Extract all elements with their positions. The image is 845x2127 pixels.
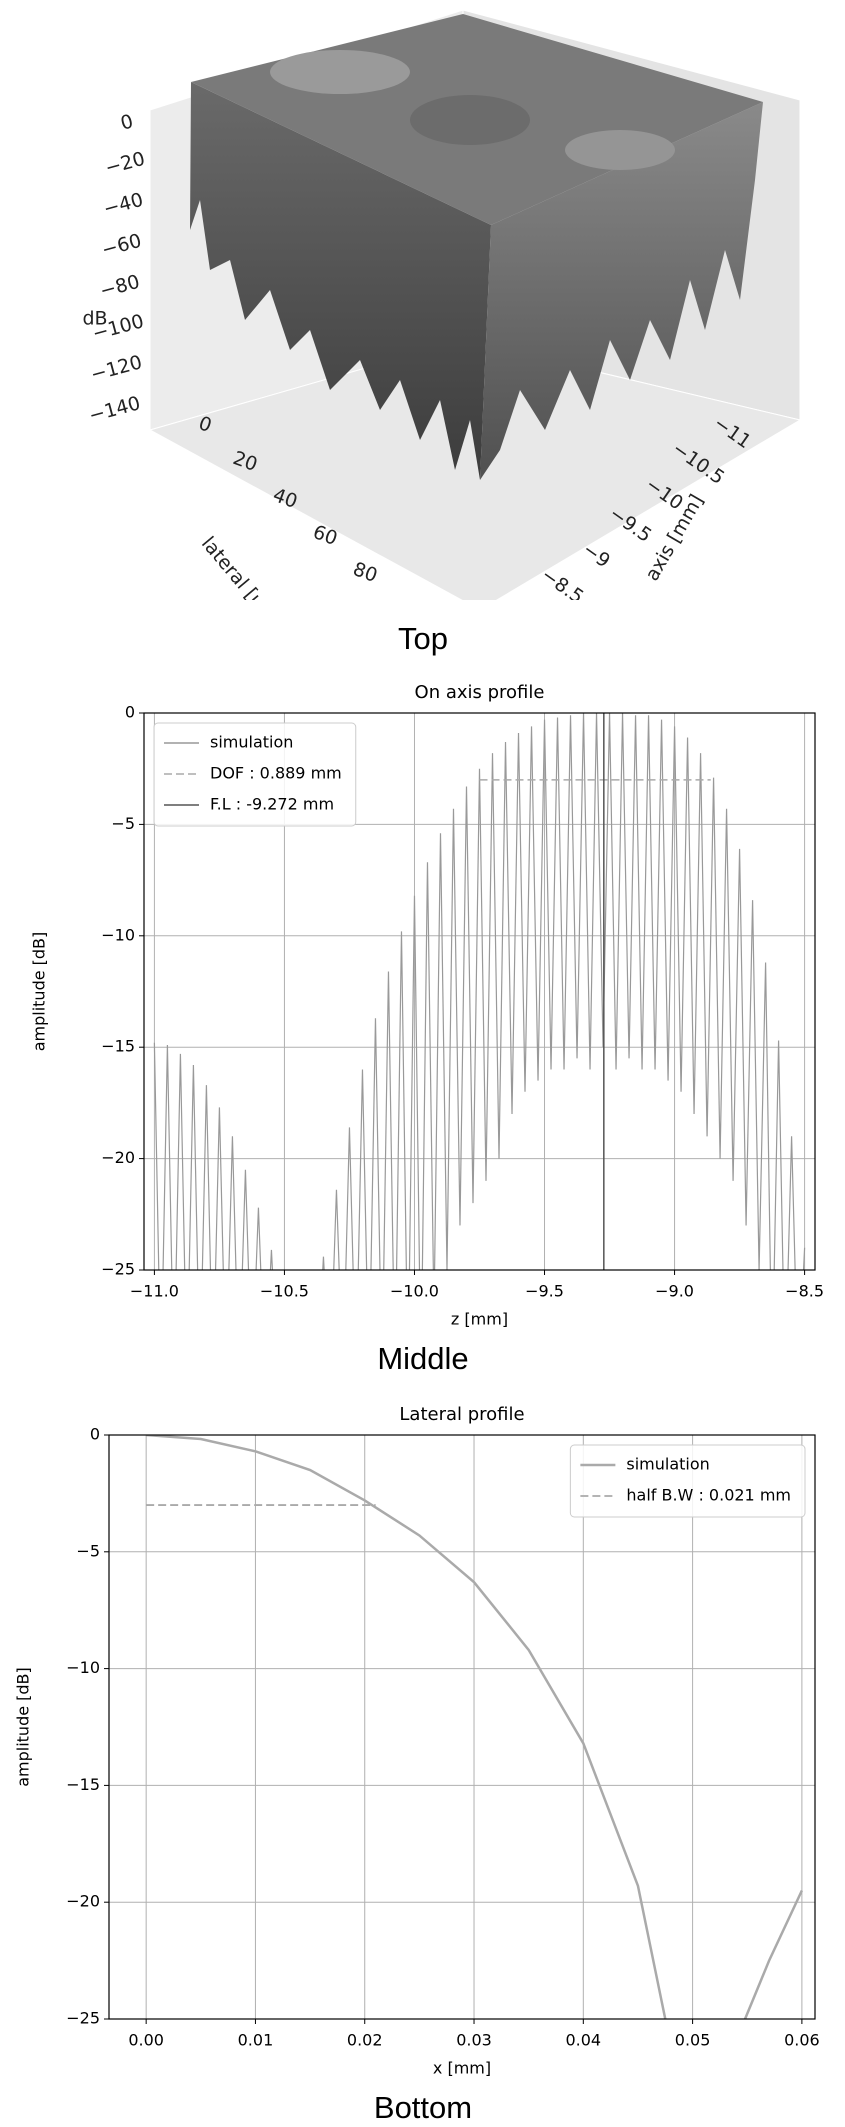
surface-lobe [270, 50, 410, 94]
y-tick-label: −25 [66, 2009, 100, 2028]
legend: simulation DOF : 0.889 mm F.L : -9.272 mm [153, 722, 357, 827]
y-tick-label: −20 [101, 1148, 135, 1167]
legend-box [153, 722, 357, 827]
caption: Top [398, 621, 448, 656]
y-tick-label: −15 [101, 1037, 135, 1056]
surface-lobe [410, 95, 530, 145]
x-tick-label: −9.5 [525, 1282, 564, 1301]
z-tick-label: −120 [88, 351, 144, 386]
y-tick-label: −20 [66, 1892, 100, 1911]
z-tick-label: −40 [101, 189, 145, 221]
surface-panel [148, 9, 802, 600]
x-tick-label: 80 [350, 558, 380, 587]
x-tick-label: 0.04 [565, 2031, 601, 2050]
axes-frame [108, 1434, 816, 2020]
y-tick-label: −10 [66, 1658, 100, 1677]
x-tick-label: −9.0 [655, 1282, 694, 1301]
x-tick-label: 0.06 [784, 2031, 820, 2050]
y-tick-label: 0 [125, 703, 135, 722]
x-tick-label: −10.5 [260, 1282, 309, 1301]
x-tick-label: −8.5 [785, 1282, 824, 1301]
z-tick-label: −20 [103, 148, 147, 180]
series-line [146, 1435, 804, 2019]
y-tick-label: −8.5 [537, 564, 587, 608]
y-tick-label: −15 [66, 1775, 100, 1794]
legend-label: half B.W : 0.021 mm [626, 1486, 791, 1505]
z-tick-label: −80 [98, 271, 142, 303]
x-tick-label: 0.00 [128, 2031, 164, 2050]
series-line [153, 713, 806, 1270]
caption: Bottom [374, 2090, 472, 2125]
axes-frame [143, 712, 816, 1271]
x-tick-label: −10.0 [390, 1282, 439, 1301]
z-tick-label: 0 [118, 110, 135, 134]
floor-pane [148, 339, 802, 600]
legend-label: F.L : -9.272 mm [210, 795, 334, 814]
surface-lobe [565, 130, 675, 170]
y-tick-label: −10 [101, 925, 135, 944]
y-tick-label: −5 [111, 814, 135, 833]
z-axis-label: dB [82, 308, 107, 330]
x-axis-label: z [mm] [451, 1310, 508, 1329]
y-axis-label: amplitude [dB] [14, 1667, 33, 1787]
z-tick-label: −140 [87, 392, 143, 427]
x-tick-label: 0.05 [675, 2031, 711, 2050]
chart-title: On axis profile [415, 682, 545, 703]
z-tick-label: −60 [99, 230, 143, 262]
caption: Middle [377, 1341, 468, 1376]
y-axis-label: amplitude [dB] [30, 932, 49, 1052]
legend-label: simulation [626, 1455, 709, 1474]
x-tick-label: 0.02 [347, 2031, 383, 2050]
x-axis-label: lateral [um] [197, 533, 286, 633]
legend-label: simulation [210, 733, 293, 752]
x-axis-label: x [mm] [433, 2059, 491, 2078]
legend-label: DOF : 0.889 mm [210, 764, 342, 783]
surface-wall [190, 82, 491, 480]
surface-wall [480, 102, 763, 480]
x-tick-label: 0.03 [456, 2031, 492, 2050]
y-tick-label: 0 [90, 1425, 100, 1444]
chart-title: Lateral profile [399, 1404, 524, 1425]
legend-box [569, 1444, 806, 1518]
y-tick-label: −5 [76, 1541, 100, 1560]
legend: simulation half B.W : 0.021 mm [569, 1444, 806, 1518]
x-tick-label: −11.0 [130, 1282, 179, 1301]
x-tick-label: 0.01 [238, 2031, 274, 2050]
y-tick-label: −25 [101, 1260, 135, 1279]
